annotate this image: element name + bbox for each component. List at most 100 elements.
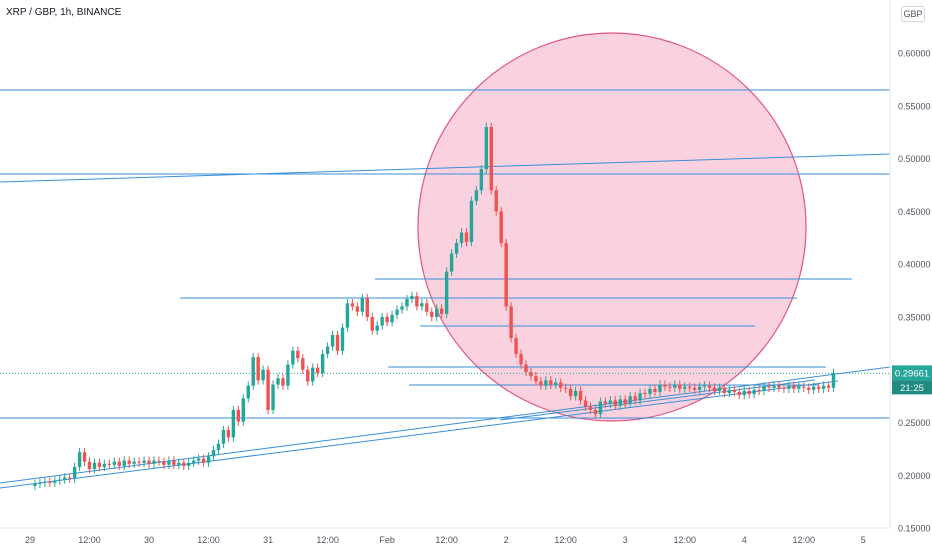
candle-body: [400, 306, 404, 310]
candle-body: [777, 385, 781, 388]
candle-body: [435, 308, 439, 317]
candle-body: [72, 466, 77, 479]
candle-body: [107, 463, 112, 465]
drawing-line-12[interactable]: [499, 379, 816, 421]
candle-body: [678, 384, 682, 389]
candle-body: [454, 243, 459, 254]
y-tick-label: 0.40000: [898, 260, 931, 270]
candle-body: [82, 452, 87, 462]
candle-body: [311, 367, 315, 382]
x-tick-label: 3: [623, 535, 628, 545]
candle-body: [261, 369, 265, 381]
candle-body: [102, 463, 107, 467]
candle-body: [499, 211, 503, 244]
candle-body: [97, 462, 102, 467]
candle-body: [152, 460, 156, 464]
candle-body: [425, 303, 429, 312]
candle-body: [568, 388, 573, 397]
candle-body: [638, 393, 642, 401]
candle-body: [529, 371, 533, 377]
candle-body: [544, 380, 548, 386]
x-tick-label: 2: [504, 535, 509, 545]
candle-body: [752, 389, 756, 395]
candle-body: [702, 385, 707, 387]
candle-body: [444, 271, 449, 314]
candle-body: [439, 308, 444, 314]
candle-body: [484, 126, 489, 170]
candle-body: [534, 376, 538, 382]
candle-body: [127, 460, 131, 464]
candle-body: [67, 477, 72, 479]
candle-body: [668, 386, 672, 388]
x-tick-label: 29: [25, 535, 35, 545]
x-tick-label: 12:00: [78, 535, 101, 545]
y-tick-label: 0.45000: [898, 207, 931, 217]
candle-body: [648, 388, 652, 395]
x-tick-label: 12:00: [197, 535, 220, 545]
candle-body: [365, 297, 369, 317]
x-tick-label: 12:00: [673, 535, 696, 545]
candle-body: [390, 314, 394, 323]
candle-body: [301, 358, 305, 370]
candle-body: [256, 357, 260, 381]
candle-body: [653, 388, 657, 392]
candle-body: [772, 385, 776, 388]
candle-body: [147, 460, 151, 464]
candle-body: [549, 380, 553, 385]
candle-body: [241, 398, 245, 422]
candle-body: [345, 303, 350, 328]
y-tick-label: 0.55000: [898, 101, 931, 111]
candle-body: [717, 387, 722, 391]
price-badge-label: 0.29661: [895, 368, 929, 379]
candle-body: [410, 295, 414, 300]
candle-body: [380, 317, 384, 326]
candle-body: [296, 350, 300, 359]
candle-body: [206, 456, 211, 463]
candle-body: [236, 409, 241, 422]
candle-body: [802, 386, 806, 388]
candle-body: [395, 309, 399, 315]
candle-body: [519, 353, 523, 365]
countdown-label: 21:25: [900, 383, 924, 394]
currency-button[interactable]: GBP: [901, 6, 925, 22]
candle-body: [494, 190, 498, 212]
x-tick-label: 31: [263, 535, 273, 545]
candle-body: [757, 389, 761, 391]
x-tick-label: 12:00: [316, 535, 339, 545]
drawing-line-10[interactable]: [0, 366, 891, 484]
candle-body: [92, 462, 97, 470]
price-badge: [892, 365, 932, 381]
highlight-circle[interactable]: [417, 32, 807, 422]
candle-body: [291, 350, 295, 365]
candle-body: [792, 385, 796, 389]
candle-body: [732, 389, 737, 392]
candle-body: [509, 306, 513, 339]
candle-body: [821, 385, 826, 389]
y-tick-label: 0.25000: [898, 418, 931, 428]
candle-body: [182, 462, 186, 466]
candle-body: [196, 458, 201, 461]
drawing-line-9[interactable]: [0, 153, 891, 183]
candle-body: [459, 232, 464, 244]
candle-body: [117, 461, 121, 466]
candle-body: [737, 391, 741, 396]
countdown-badge: [892, 380, 932, 395]
candle-body: [588, 406, 593, 410]
y-tick-label: 0.35000: [898, 313, 931, 323]
candle-body: [231, 409, 236, 438]
candle-body: [306, 369, 310, 382]
x-tick-label: 5: [861, 535, 866, 545]
candle-body: [201, 458, 206, 463]
candle-body: [578, 390, 583, 401]
candle-body: [618, 399, 622, 406]
candle-body: [370, 317, 374, 331]
candle-body: [563, 387, 568, 389]
candle-body: [559, 382, 563, 388]
drawing-line-11[interactable]: [0, 380, 839, 489]
candle-body: [712, 387, 717, 391]
candle-body: [355, 306, 360, 312]
candle-body: [137, 461, 141, 463]
candle-body: [707, 385, 712, 388]
candle-body: [221, 429, 226, 444]
